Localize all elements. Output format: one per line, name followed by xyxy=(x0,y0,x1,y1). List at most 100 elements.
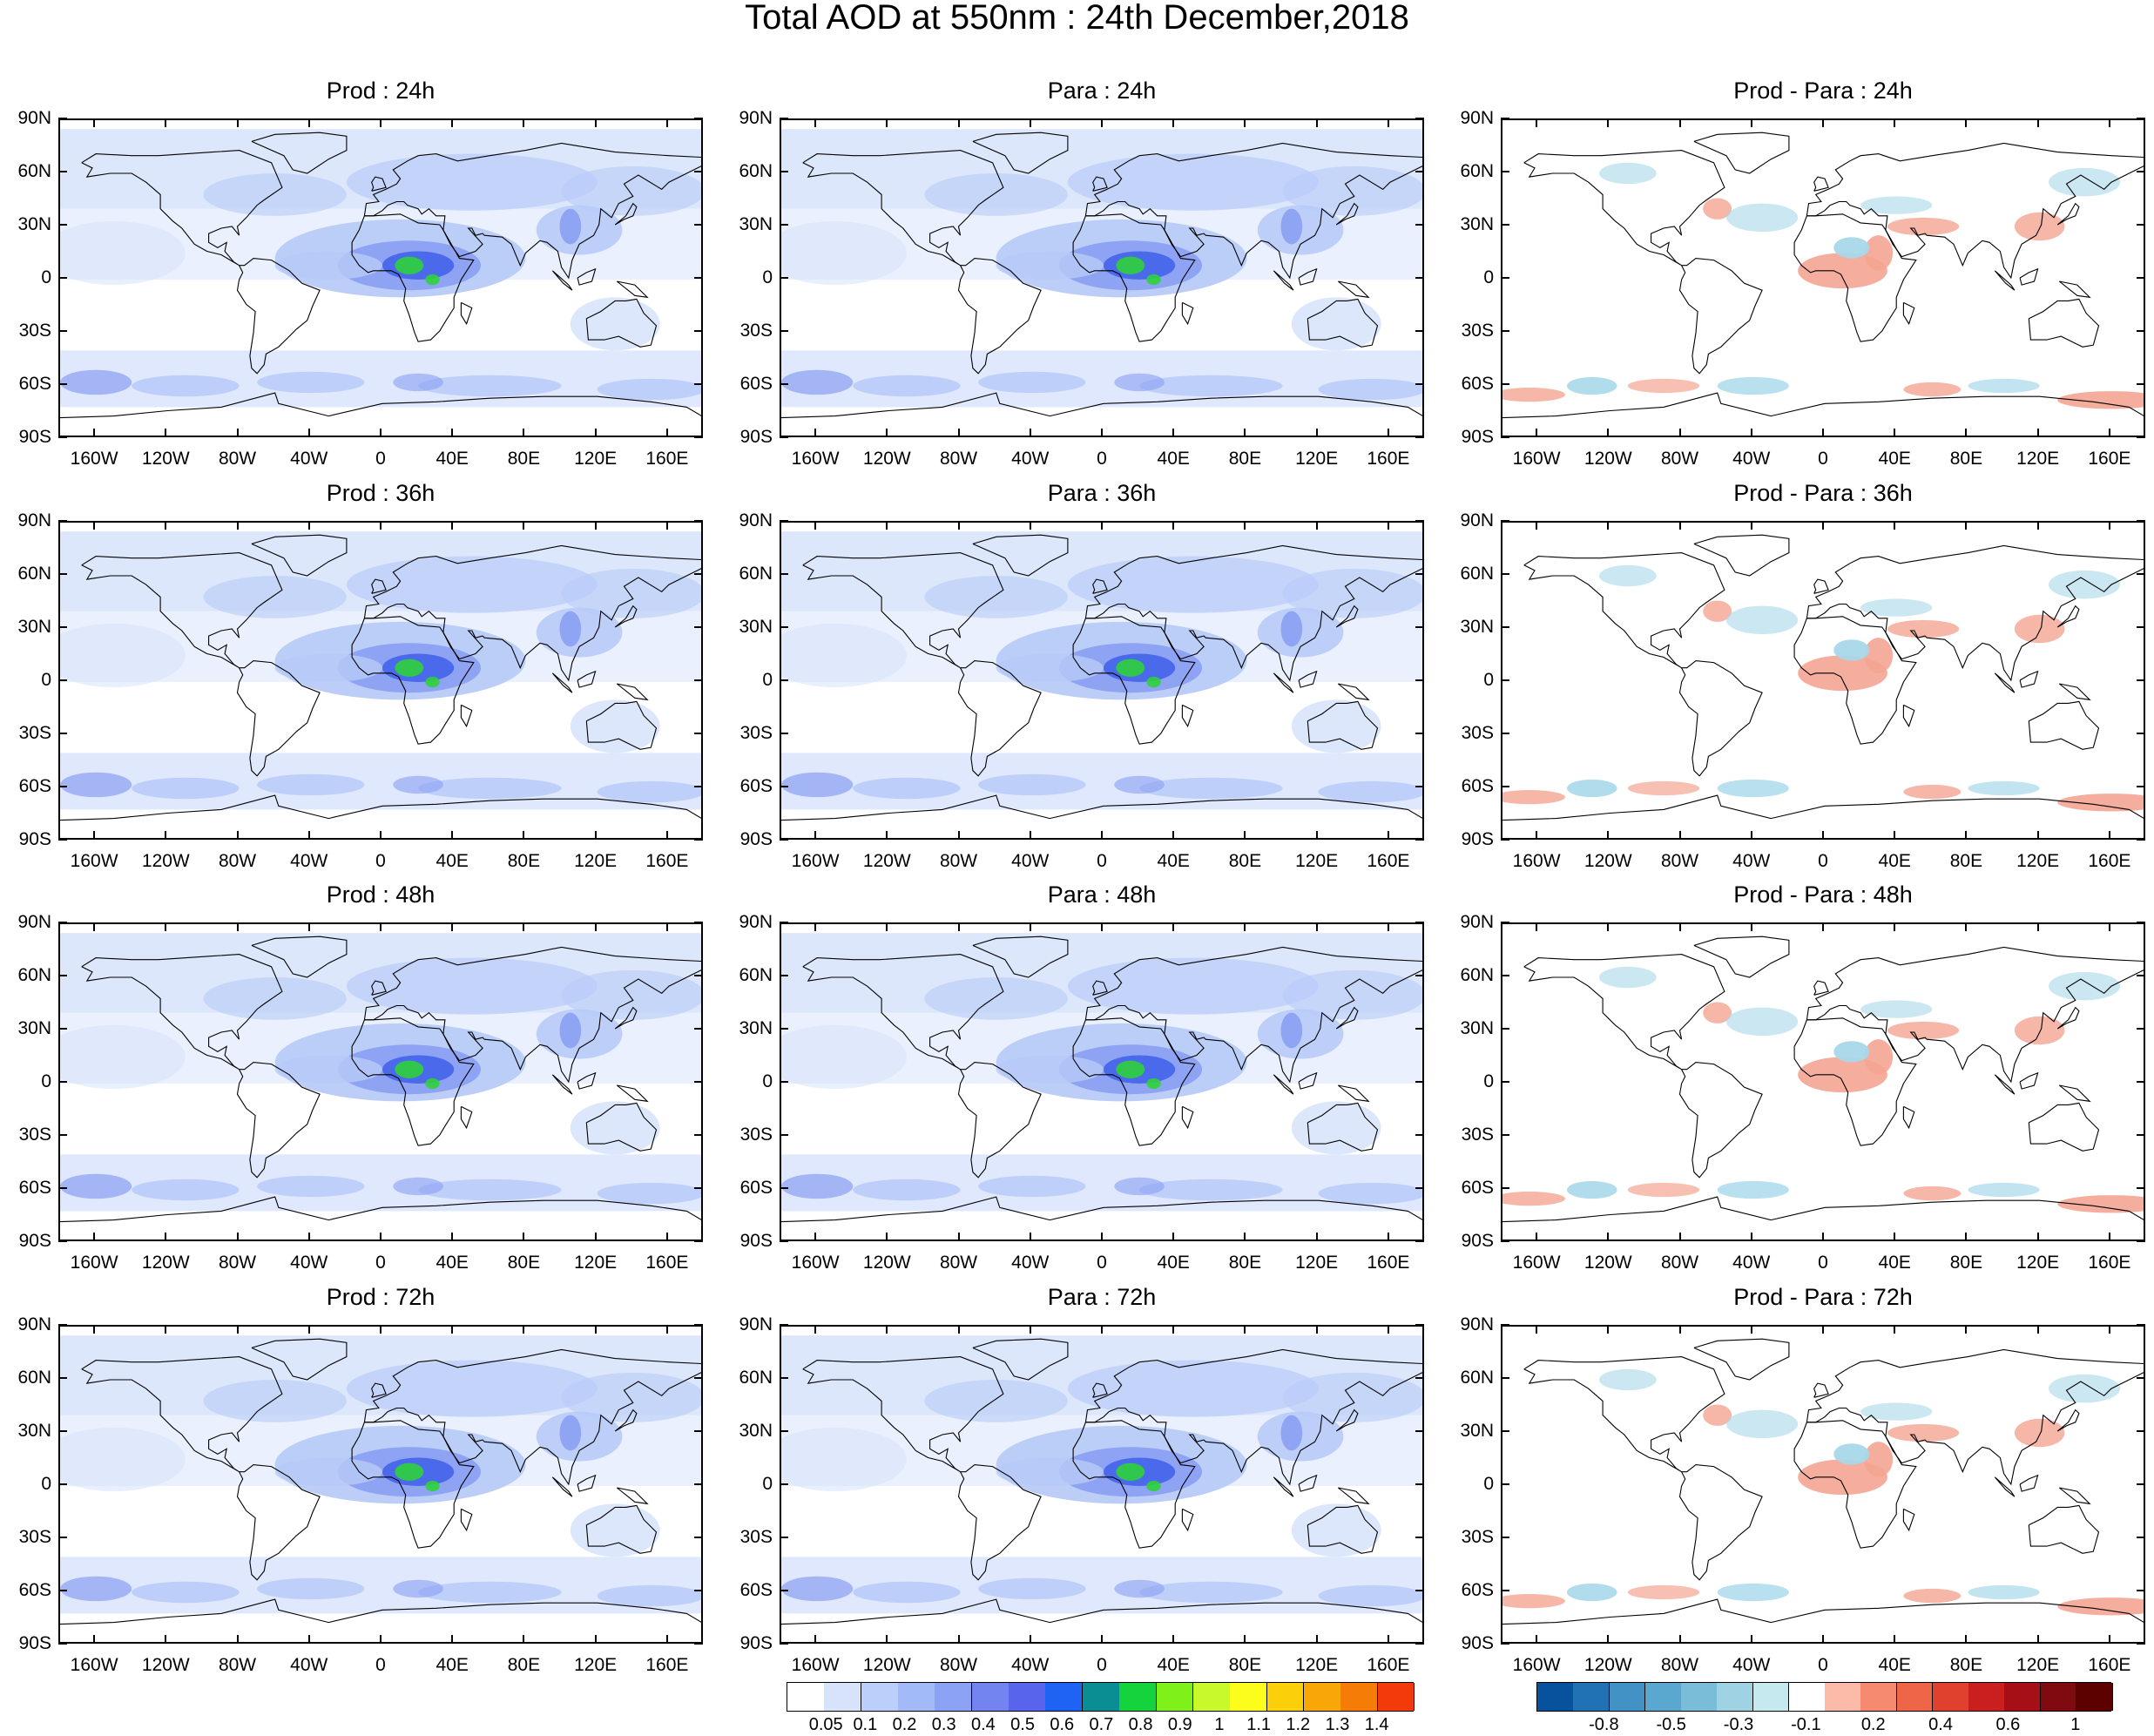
map-frame xyxy=(1501,1325,2145,1644)
longitude-tick xyxy=(1315,118,1318,127)
difference-field xyxy=(1502,1338,2144,1625)
latitude-label: 60S xyxy=(1461,1580,1494,1600)
latitude-label: 30N xyxy=(17,214,51,234)
latitude-tick xyxy=(780,1187,788,1189)
colorbar-label: 0.2 xyxy=(892,1715,917,1734)
longitude-tick xyxy=(814,1233,817,1241)
latitude-tick xyxy=(694,922,703,923)
latitude-tick xyxy=(694,277,703,279)
longitude-label: 120E xyxy=(574,1253,618,1273)
longitude-tick xyxy=(523,1635,525,1644)
colorbar-swatch xyxy=(1752,1683,1790,1711)
latitude-tick xyxy=(58,118,67,119)
colorbar-swatch xyxy=(1156,1683,1194,1711)
longitude-label: 120W xyxy=(141,851,190,871)
longitude-tick xyxy=(1101,1233,1103,1241)
aod-field xyxy=(781,1335,1422,1625)
latitude-tick xyxy=(694,1377,703,1379)
map-frame xyxy=(780,1325,1424,1644)
longitude-tick xyxy=(1536,521,1538,530)
longitude-tick xyxy=(1244,118,1246,127)
longitude-label: 120W xyxy=(862,1253,911,1273)
longitude-tick xyxy=(2108,1325,2110,1334)
colorbar-label: -0.8 xyxy=(1589,1715,1619,1734)
longitude-label: 80W xyxy=(218,851,257,871)
latitude-label: 0 xyxy=(1483,267,1494,287)
latitude-tick xyxy=(780,922,788,923)
longitude-tick xyxy=(1315,1635,1318,1644)
longitude-tick xyxy=(307,1325,310,1334)
latitude-tick xyxy=(1415,733,1424,734)
longitude-tick xyxy=(665,1233,668,1241)
latitude-tick xyxy=(780,1240,788,1242)
latitude-tick xyxy=(1415,224,1424,226)
latitude-tick xyxy=(694,1537,703,1538)
latitude-tick xyxy=(2137,1643,2145,1645)
latitude-label: 90N xyxy=(1460,510,1494,530)
longitude-tick xyxy=(1750,118,1752,127)
longitude-label: 80E xyxy=(507,1253,541,1273)
longitude-tick xyxy=(1101,831,1103,840)
latitude-tick xyxy=(1415,1537,1424,1538)
longitude-tick xyxy=(814,831,817,840)
longitude-tick xyxy=(1172,429,1175,437)
latitude-tick xyxy=(2137,1028,2145,1030)
longitude-tick xyxy=(1536,118,1538,127)
panel-title: Prod - Para : 24h xyxy=(1733,78,1913,104)
latitude-tick xyxy=(58,1430,67,1432)
colorbar-label: -0.3 xyxy=(1723,1715,1754,1734)
latitude-label: 60N xyxy=(739,161,773,181)
longitude-tick xyxy=(1822,922,1824,931)
latitude-tick xyxy=(1501,1377,1509,1379)
latitude-label: 60S xyxy=(1461,776,1494,796)
latitude-tick xyxy=(2137,330,2145,332)
latitude-tick xyxy=(1501,839,1509,841)
longitude-tick xyxy=(380,521,382,530)
latitude-label: 60N xyxy=(1460,1368,1494,1388)
longitude-label: 80W xyxy=(218,1655,257,1675)
longitude-tick xyxy=(236,1233,239,1241)
longitude-label: 160E xyxy=(2088,449,2131,469)
latitude-tick xyxy=(1415,1643,1424,1645)
longitude-label: 120E xyxy=(1295,449,1339,469)
latitude-label: 0 xyxy=(762,1474,773,1494)
longitude-tick xyxy=(1607,429,1610,437)
longitude-tick xyxy=(1965,831,1968,840)
longitude-tick xyxy=(1387,521,1389,530)
longitude-tick xyxy=(1029,1635,1031,1644)
longitude-tick xyxy=(451,831,454,840)
longitude-tick xyxy=(165,521,167,530)
latitude-tick xyxy=(694,975,703,976)
longitude-label: 80E xyxy=(1949,449,1983,469)
longitude-tick xyxy=(1244,1635,1246,1644)
colorbar-swatch xyxy=(1082,1683,1120,1711)
colorbar-swatch xyxy=(1825,1683,1861,1711)
longitude-tick xyxy=(1536,831,1538,840)
longitude-label: 120E xyxy=(1295,1253,1339,1273)
latitude-tick xyxy=(1415,1081,1424,1083)
colorbar-label: 0.6 xyxy=(1995,1715,2021,1734)
latitude-label: 0 xyxy=(41,1474,51,1494)
longitude-label: 40W xyxy=(1011,1655,1050,1675)
latitude-tick xyxy=(58,733,67,734)
longitude-label: 160E xyxy=(645,1253,689,1273)
colorbar-label: 0.7 xyxy=(1089,1715,1114,1734)
longitude-tick xyxy=(165,429,167,437)
longitude-label: 80W xyxy=(939,1655,978,1675)
longitude-label: 0 xyxy=(1818,1253,1828,1273)
longitude-tick xyxy=(1029,429,1031,437)
longitude-label: 40E xyxy=(1878,1253,1911,1273)
latitude-label: 30S xyxy=(739,321,773,341)
latitude-tick xyxy=(694,1430,703,1432)
latitude-tick xyxy=(694,1081,703,1083)
longitude-tick xyxy=(1172,1635,1175,1644)
longitude-tick xyxy=(1101,1635,1103,1644)
longitude-tick xyxy=(886,429,888,437)
latitude-label: 30N xyxy=(17,617,51,637)
latitude-tick xyxy=(1501,330,1509,332)
longitude-label: 160E xyxy=(1367,1253,1410,1273)
latitude-tick xyxy=(694,1324,703,1326)
latitude-label: 90S xyxy=(18,427,51,447)
latitude-label: 0 xyxy=(1483,670,1494,690)
latitude-label: 30S xyxy=(18,321,51,341)
